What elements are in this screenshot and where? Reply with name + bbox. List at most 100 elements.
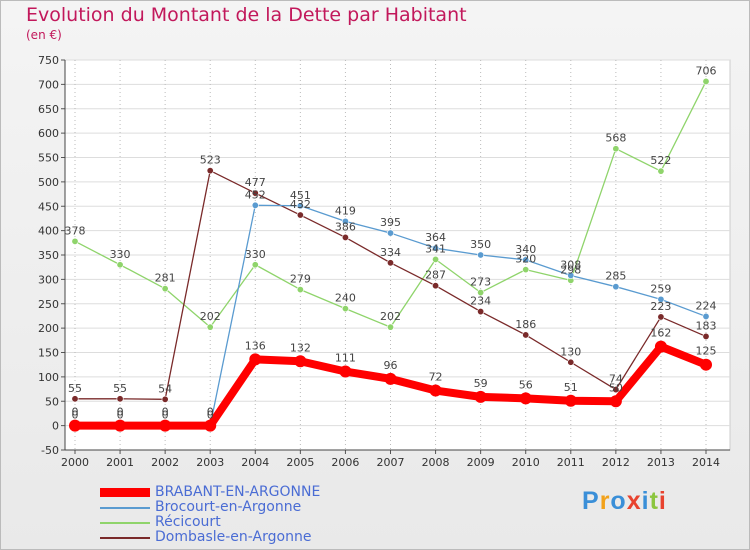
data-point-r-cicourt xyxy=(206,323,214,331)
y-tick-label: 100 xyxy=(38,371,59,384)
data-point-r-cicourt xyxy=(161,285,169,293)
data-point-brocourt-en-argonne xyxy=(522,256,530,264)
data-label-brocourt-en-argonne: 350 xyxy=(470,238,491,251)
logo-letter: o xyxy=(610,487,627,515)
data-label-r-cicourt: 378 xyxy=(65,224,86,237)
y-tick-label: 0 xyxy=(52,420,59,433)
data-label-dombasle-en-argonne: 55 xyxy=(68,382,82,395)
data-label-brabant-en-argonne: 136 xyxy=(245,339,266,352)
data-point-r-cicourt xyxy=(612,145,620,153)
data-label-brabant-en-argonne: 0 xyxy=(117,406,124,419)
data-label-brocourt-en-argonne: 0 xyxy=(117,409,124,422)
data-label-dombasle-en-argonne: 130 xyxy=(560,345,581,358)
data-label-r-cicourt: 273 xyxy=(470,276,491,289)
data-point-brocourt-en-argonne xyxy=(702,312,710,320)
y-tick-label: 200 xyxy=(38,322,59,335)
data-label-brocourt-en-argonne: 285 xyxy=(605,270,626,283)
data-label-dombasle-en-argonne: 386 xyxy=(335,220,356,233)
data-point-r-cicourt xyxy=(251,261,259,269)
data-point-brocourt-en-argonne xyxy=(477,251,485,259)
data-point-brabant-en-argonne xyxy=(609,395,622,408)
data-point-brabant-en-argonne xyxy=(519,392,532,405)
data-point-r-cicourt xyxy=(522,266,530,274)
data-point-brabant-en-argonne xyxy=(339,365,352,378)
data-point-dombasle-en-argonne xyxy=(432,282,440,290)
y-tick-label: 750 xyxy=(38,54,59,67)
data-point-brocourt-en-argonne xyxy=(386,229,394,237)
data-label-dombasle-en-argonne: 54 xyxy=(158,382,172,395)
y-tick-label: 150 xyxy=(38,347,59,360)
data-point-brocourt-en-argonne xyxy=(657,295,665,303)
logo-letter: r xyxy=(599,487,611,515)
chart-title: Evolution du Montant de la Dette par Hab… xyxy=(26,4,467,26)
data-label-brocourt-en-argonne: 0 xyxy=(162,409,169,422)
logo-letter: x xyxy=(626,487,642,515)
data-label-brabant-en-argonne: 0 xyxy=(207,406,214,419)
data-label-dombasle-en-argonne: 523 xyxy=(200,154,221,167)
legend-label: Brocourt-en-Argonne xyxy=(155,499,302,515)
data-label-dombasle-en-argonne: 334 xyxy=(380,246,401,259)
data-label-dombasle-en-argonne: 287 xyxy=(425,269,446,282)
data-point-dombasle-en-argonne xyxy=(477,308,485,316)
data-point-brocourt-en-argonne xyxy=(341,217,349,225)
data-point-dombasle-en-argonne xyxy=(341,233,349,241)
data-label-brocourt-en-argonne: 340 xyxy=(515,243,536,256)
data-point-dombasle-en-argonne xyxy=(116,395,124,403)
data-label-brocourt-en-argonne: 0 xyxy=(207,409,214,422)
legend-swatch xyxy=(100,488,150,497)
x-tick-label: 2011 xyxy=(557,456,585,469)
data-label-r-cicourt: 279 xyxy=(290,273,311,286)
data-label-brabant-en-argonne: 0 xyxy=(162,406,169,419)
x-tick-label: 2000 xyxy=(61,456,89,469)
data-point-brabant-en-argonne xyxy=(700,358,712,371)
data-label-brocourt-en-argonne: 364 xyxy=(425,231,446,244)
data-label-brabant-en-argonne: 111 xyxy=(335,352,356,365)
legend-label: Récicourt xyxy=(155,514,221,530)
data-label-brocourt-en-argonne: 224 xyxy=(696,299,717,312)
data-label-dombasle-en-argonne: 55 xyxy=(113,382,127,395)
data-point-r-cicourt xyxy=(702,77,710,85)
data-label-brabant-en-argonne: 56 xyxy=(519,378,533,391)
data-point-dombasle-en-argonne xyxy=(567,358,575,366)
y-tick-label: 450 xyxy=(38,200,59,213)
data-label-brocourt-en-argonne: 419 xyxy=(335,204,356,217)
logo-letter: i xyxy=(641,487,650,515)
data-point-r-cicourt xyxy=(657,167,665,175)
data-label-brabant-en-argonne: 59 xyxy=(474,377,488,390)
data-point-r-cicourt xyxy=(341,305,349,313)
data-label-brabant-en-argonne: 96 xyxy=(384,359,398,372)
data-label-brocourt-en-argonne: 308 xyxy=(560,258,581,271)
x-tick-label: 2007 xyxy=(377,456,405,469)
x-tick-label: 2014 xyxy=(692,456,720,469)
data-label-brabant-en-argonne: 72 xyxy=(429,371,443,384)
data-point-r-cicourt xyxy=(432,255,440,263)
data-point-brabant-en-argonne xyxy=(564,394,577,407)
data-point-brocourt-en-argonne xyxy=(432,244,440,252)
data-label-brocourt-en-argonne: 395 xyxy=(380,216,401,229)
data-point-brocourt-en-argonne xyxy=(251,201,259,209)
legend-swatch xyxy=(100,507,150,509)
x-tick-label: 2013 xyxy=(647,456,675,469)
data-point-brabant-en-argonne xyxy=(474,390,487,403)
data-point-dombasle-en-argonne xyxy=(161,395,169,403)
y-tick-label: 400 xyxy=(38,225,59,238)
data-label-r-cicourt: 202 xyxy=(200,310,221,323)
data-point-brocourt-en-argonne xyxy=(296,202,304,210)
legend-label: BRABANT-EN-ARGONNE xyxy=(155,484,321,500)
data-label-r-cicourt: 281 xyxy=(155,272,176,285)
data-label-dombasle-en-argonne: 183 xyxy=(696,319,717,332)
y-tick-label: 350 xyxy=(38,249,59,262)
legend-swatch xyxy=(100,537,150,539)
data-label-r-cicourt: 706 xyxy=(696,64,717,77)
logo-letter: t xyxy=(649,487,659,515)
data-label-dombasle-en-argonne: 477 xyxy=(245,176,266,189)
x-tick-label: 2012 xyxy=(602,456,630,469)
x-tick-label: 2002 xyxy=(151,456,179,469)
y-axis-unit-label: (en €) xyxy=(26,28,62,42)
data-label-brabant-en-argonne: 162 xyxy=(650,327,671,340)
data-label-dombasle-en-argonne: 74 xyxy=(609,373,623,386)
data-point-dombasle-en-argonne xyxy=(71,395,79,403)
data-point-brabant-en-argonne xyxy=(159,419,172,432)
data-point-brocourt-en-argonne xyxy=(567,271,575,279)
